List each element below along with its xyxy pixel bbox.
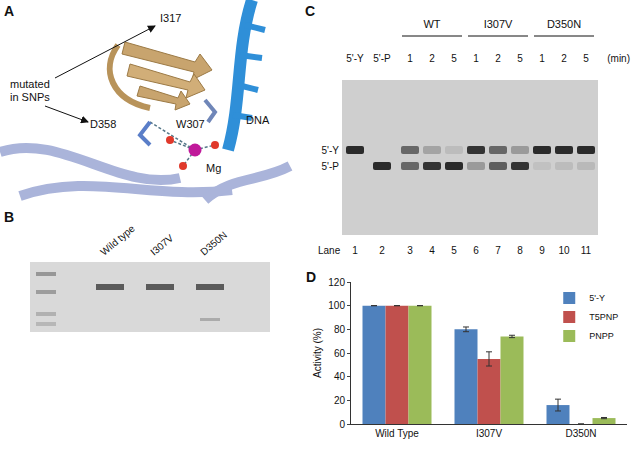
svg-text:A: A: [4, 3, 14, 19]
svg-text:1: 1: [539, 53, 545, 64]
svg-text:5: 5: [583, 53, 589, 64]
svg-text:mutated: mutated: [10, 78, 50, 90]
svg-text:D350N: D350N: [198, 229, 229, 257]
svg-text:1: 1: [473, 53, 479, 64]
svg-text:D350N: D350N: [565, 428, 596, 439]
svg-text:60: 60: [334, 348, 346, 359]
svg-text:100: 100: [328, 300, 345, 311]
svg-text:8: 8: [517, 245, 523, 256]
svg-text:in SNPs: in SNPs: [10, 91, 50, 103]
svg-text:5'-P: 5'-P: [373, 53, 391, 64]
svg-text:B: B: [4, 209, 14, 225]
svg-text:5: 5: [517, 53, 523, 64]
svg-text:11: 11: [581, 245, 592, 256]
svg-text:I307V: I307V: [148, 232, 175, 257]
svg-text:D358: D358: [90, 118, 116, 130]
svg-text:40: 40: [334, 371, 346, 382]
svg-text:Mg: Mg: [206, 162, 221, 174]
svg-text:4: 4: [429, 245, 435, 256]
svg-text:5: 5: [451, 53, 457, 64]
svg-text:120: 120: [328, 277, 345, 288]
svg-text:2: 2: [495, 53, 501, 64]
svg-text:Wild type: Wild type: [98, 222, 137, 257]
svg-text:5'-P: 5'-P: [322, 161, 340, 172]
svg-text:I307V: I307V: [484, 18, 513, 30]
svg-text:1: 1: [352, 245, 358, 256]
svg-text:I307V: I307V: [476, 428, 502, 439]
svg-text:5'-Y: 5'-Y: [346, 53, 364, 64]
svg-text:9: 9: [539, 245, 545, 256]
svg-text:2: 2: [379, 245, 385, 256]
svg-text:0: 0: [339, 419, 345, 430]
svg-text:5: 5: [451, 245, 457, 256]
svg-text:7: 7: [495, 245, 501, 256]
svg-text:10: 10: [558, 245, 570, 256]
svg-text:PNPP: PNPP: [589, 331, 614, 341]
svg-text:D350N: D350N: [547, 18, 581, 30]
svg-text:2: 2: [429, 53, 435, 64]
svg-text:Activity (%): Activity (%): [312, 328, 323, 378]
svg-text:Wild Type: Wild Type: [375, 428, 419, 439]
svg-text:T5PNP: T5PNP: [589, 312, 618, 322]
svg-text:1: 1: [407, 53, 413, 64]
svg-text:D: D: [306, 269, 316, 285]
svg-text:5'-Y: 5'-Y: [589, 293, 605, 303]
svg-text:80: 80: [334, 324, 346, 335]
svg-text:DNA: DNA: [246, 114, 270, 126]
svg-text:20: 20: [334, 395, 346, 406]
svg-text:3: 3: [407, 245, 413, 256]
svg-text:I317: I317: [160, 12, 181, 24]
svg-text:W307: W307: [176, 118, 205, 130]
svg-text:(min): (min): [607, 53, 630, 64]
svg-text:C: C: [305, 3, 315, 19]
svg-text:2: 2: [561, 53, 567, 64]
svg-text:5'-Y: 5'-Y: [322, 145, 340, 156]
svg-text:6: 6: [473, 245, 479, 256]
svg-text:Lane: Lane: [318, 245, 341, 256]
svg-text:WT: WT: [423, 18, 440, 30]
